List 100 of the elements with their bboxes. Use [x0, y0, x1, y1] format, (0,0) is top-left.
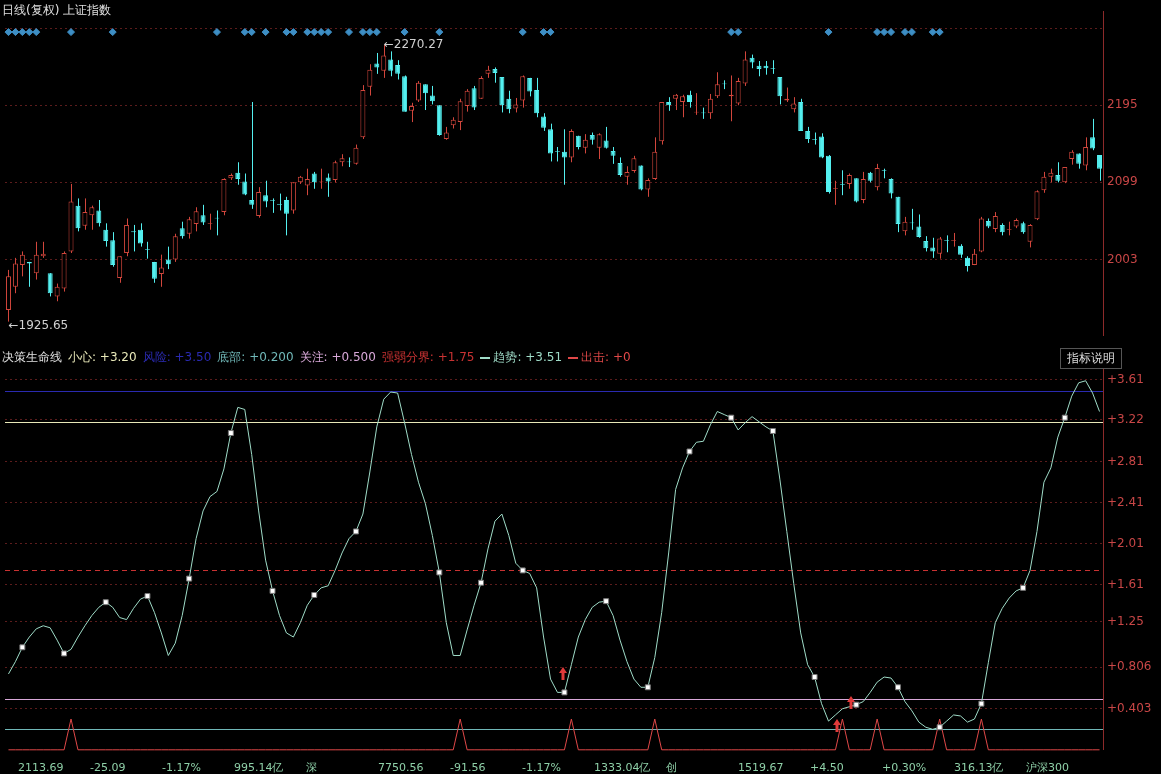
annotation: 指标说明	[1060, 348, 1122, 369]
candlestick	[82, 197, 88, 231]
point	[644, 684, 651, 691]
y-tick-label: +3.22	[1107, 411, 1144, 426]
candlestick	[1055, 161, 1061, 183]
ref-line-label: 底部: +0.200	[217, 349, 294, 366]
candlestick	[735, 77, 741, 106]
candlestick	[1097, 154, 1103, 182]
point	[1061, 414, 1068, 421]
y-tick-label: 2099	[1107, 174, 1138, 189]
point	[853, 701, 860, 708]
candlestick	[96, 199, 102, 228]
text: 995.14亿	[234, 761, 284, 774]
point	[519, 567, 526, 574]
text: +4.50	[810, 761, 844, 774]
candlestick	[888, 177, 894, 199]
candlestick	[582, 133, 588, 154]
candlestick	[819, 132, 825, 159]
text: 深	[306, 761, 317, 774]
candlestick	[534, 77, 540, 118]
point	[728, 414, 735, 421]
candlestick	[930, 237, 936, 259]
y-tick-label: +2.41	[1107, 494, 1144, 509]
text: 创	[666, 761, 677, 774]
point	[769, 428, 776, 434]
candlestick	[1083, 136, 1089, 171]
text: 1519.67	[738, 761, 784, 774]
annotation: ←2270.27	[383, 36, 444, 51]
annotation: ←1925.65	[8, 317, 69, 332]
candlestick	[992, 211, 998, 233]
candlestick	[902, 216, 908, 236]
candlestick	[506, 90, 512, 114]
point	[144, 593, 151, 600]
candlestick	[1027, 223, 1033, 248]
text: 1333.04亿	[594, 761, 651, 774]
candlestick	[374, 52, 380, 75]
candlestick	[89, 205, 95, 231]
y-tick-label: 2003	[1107, 251, 1138, 266]
y-tick-label: +0.403	[1107, 700, 1152, 715]
y-tick-label: +1.61	[1107, 576, 1144, 591]
point	[811, 674, 818, 680]
legend-label: 趋势: +3.51	[492, 349, 563, 366]
candlestick	[617, 156, 623, 178]
text: 沪深300	[1026, 761, 1069, 774]
text: -1.17%	[162, 761, 201, 774]
candlestick	[12, 257, 18, 294]
candlestick	[172, 233, 178, 263]
candlestick	[200, 204, 206, 226]
candlestick	[242, 173, 248, 196]
candlestick	[388, 50, 394, 77]
y-tick-label: +2.81	[1107, 453, 1144, 468]
candlestick	[603, 126, 609, 150]
candlestick	[117, 255, 123, 284]
text: +0.30%	[882, 761, 927, 774]
point	[936, 724, 943, 731]
candlestick	[707, 93, 713, 120]
candlestick	[33, 241, 39, 281]
candlestick	[937, 236, 943, 260]
point	[269, 587, 276, 594]
candlestick	[75, 197, 81, 232]
text: -91.56	[450, 761, 486, 774]
candlestick	[645, 177, 651, 198]
candlestick	[860, 171, 866, 204]
candlestick	[395, 59, 401, 80]
candlestick	[193, 206, 199, 232]
candlestick	[304, 168, 310, 196]
candlestick	[325, 173, 331, 198]
text: 7750.56	[378, 761, 424, 774]
candlestick	[916, 213, 922, 239]
candlestick	[624, 165, 630, 186]
candlestick	[367, 63, 373, 97]
y-tick-label: +2.01	[1107, 535, 1144, 550]
point	[603, 598, 610, 605]
candlestick	[680, 94, 686, 118]
candlestick	[332, 160, 338, 183]
candlestick	[742, 50, 748, 87]
y-tick-label: +3.61	[1107, 371, 1144, 386]
point	[436, 569, 443, 576]
point	[1020, 584, 1027, 591]
candlestick	[235, 161, 241, 186]
point	[978, 700, 985, 707]
point	[478, 579, 485, 586]
candlestick	[158, 254, 164, 288]
candlestick	[777, 76, 783, 105]
text: 2113.69	[18, 761, 64, 774]
candlestick	[283, 196, 289, 236]
candlestick	[548, 123, 554, 162]
candlestick	[1041, 171, 1047, 194]
point	[352, 528, 359, 535]
candlestick	[1090, 118, 1096, 151]
point	[61, 650, 68, 657]
text: -25.09	[90, 761, 126, 774]
legend-label: 出击: +0	[580, 349, 631, 366]
candlestick	[186, 216, 192, 240]
chart-title: 日线(复权) 上证指数	[2, 2, 112, 19]
candlestick	[353, 144, 359, 166]
candlestick	[471, 85, 477, 111]
point	[561, 689, 568, 696]
candlestick	[714, 71, 720, 99]
candlestick	[138, 222, 144, 248]
